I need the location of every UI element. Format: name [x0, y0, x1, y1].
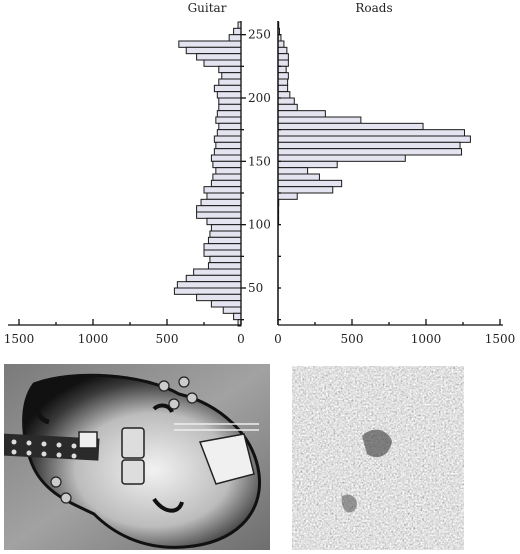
guitar-bar-190: [218, 103, 242, 112]
guitar-bar-60: [193, 268, 242, 276]
guitar-bar-215: [221, 72, 242, 80]
roads-bar-210: [277, 78, 289, 86]
roads-bar-185: [277, 110, 326, 118]
roads-bar-195: [277, 97, 295, 105]
guitar-bar-30: [222, 306, 242, 314]
guitar-histogram-bars: [173, 21, 242, 327]
guitar-bar-235: [185, 46, 242, 55]
guitar-bar-40: [196, 293, 242, 302]
roads-bar-220: [277, 65, 287, 74]
roads-histogram-bars: [277, 21, 471, 226]
guitar-bar-35: [210, 300, 242, 308]
roads-bar-225: [277, 59, 289, 67]
guitar-bar-70: [209, 255, 242, 264]
guitar-bar-85: [207, 236, 242, 245]
guitar-bar-230: [196, 53, 242, 61]
guitar-bar-90: [209, 230, 242, 238]
roads-x-tick-label-500: 500: [341, 332, 364, 346]
roads-bar-205: [277, 84, 289, 93]
guitar-bar-195: [218, 97, 242, 105]
roads-bar-235: [277, 46, 288, 55]
guitar-bar-135: [212, 173, 242, 181]
guitar-bar-170: [216, 129, 242, 137]
guitar-bar-50: [176, 281, 242, 289]
roads-bar-200: [277, 91, 291, 99]
guitar-bar-65: [207, 262, 242, 270]
roads-bar-175: [277, 122, 424, 131]
roads-x-tick-label-0: 0: [274, 332, 282, 346]
roads-bar-215: [277, 72, 289, 80]
guitar-bar-140: [215, 167, 242, 175]
guitar-bar-245: [228, 34, 242, 42]
guitar-bar-240: [178, 40, 242, 48]
guitar-bar-150: [210, 154, 242, 162]
guitar-bar-175: [218, 122, 242, 131]
guitar-bar-100: [206, 217, 242, 226]
y-tick-label-250: 250: [248, 28, 271, 42]
guitar-x-tick-label-500: 500: [156, 332, 179, 346]
guitar-panel-title: Guitar: [188, 1, 227, 15]
guitar-x-tick-label-1000: 1000: [78, 332, 109, 346]
roads-bar-180: [277, 116, 362, 124]
guitar-bar-205: [213, 84, 242, 93]
guitar-bar-95: [210, 224, 242, 232]
guitar-bar-165: [213, 135, 242, 143]
guitar-x-tick-label-0: 0: [237, 332, 245, 346]
guitar-bar-185: [216, 110, 242, 118]
guitar-bar-75: [203, 249, 242, 257]
guitar-bar-110: [196, 205, 242, 213]
roads-bar-155: [277, 148, 463, 156]
guitar-bar-105: [196, 211, 242, 219]
roads-photo: [292, 366, 464, 550]
guitar-bar-55: [185, 274, 242, 283]
roads-bar-170: [277, 129, 465, 137]
guitar-bar-155: [213, 148, 242, 156]
guitar-bar-200: [216, 91, 242, 99]
roads-bar-160: [277, 141, 461, 150]
roads-x-tick-label-1000: 1000: [411, 332, 442, 346]
guitar-bar-180: [215, 116, 242, 124]
y-tick-label-150: 150: [248, 154, 271, 168]
guitar-x-tick-label-1500: 1500: [4, 332, 35, 346]
roads-bar-125: [277, 186, 334, 194]
y-tick-label-200: 200: [248, 91, 271, 105]
guitar-bar-145: [212, 160, 242, 169]
guitar-bar-225: [203, 59, 242, 67]
roads-bar-190: [277, 103, 298, 112]
guitar-bar-210: [218, 78, 242, 86]
guitar-bar-125: [203, 186, 242, 194]
guitar-bar-120: [206, 192, 242, 200]
roads-bar-130: [277, 179, 343, 188]
guitar-bar-130: [210, 179, 242, 188]
roads-x-tick-label-1500: 1500: [485, 332, 516, 346]
guitar-bar-115: [200, 198, 242, 207]
y-tick-label-100: 100: [248, 218, 271, 232]
roads-bar-150: [277, 154, 406, 162]
roads-bar-240: [277, 40, 285, 48]
guitar-photo: [4, 364, 270, 550]
roads-bar-165: [277, 135, 471, 143]
roads-bar-140: [277, 167, 309, 175]
roads-bar-120: [277, 192, 298, 200]
guitar-bar-220: [218, 65, 242, 74]
roads-bar-230: [277, 53, 289, 61]
guitar-bar-250: [233, 27, 242, 36]
guitar-bar-80: [203, 243, 242, 251]
chart-axes: 50 100 150 200 250 0 500 1000 1500 0 500 1000 1500: [4, 21, 516, 346]
y-tick-label-50: 50: [248, 281, 263, 295]
guitar-bar-160: [215, 141, 242, 150]
guitar-bar-25: [233, 312, 242, 321]
roads-panel-title: Roads: [355, 1, 392, 15]
roads-bar-135: [277, 173, 320, 181]
guitar-bar-45: [173, 287, 242, 295]
roads-bar-145: [277, 160, 338, 169]
